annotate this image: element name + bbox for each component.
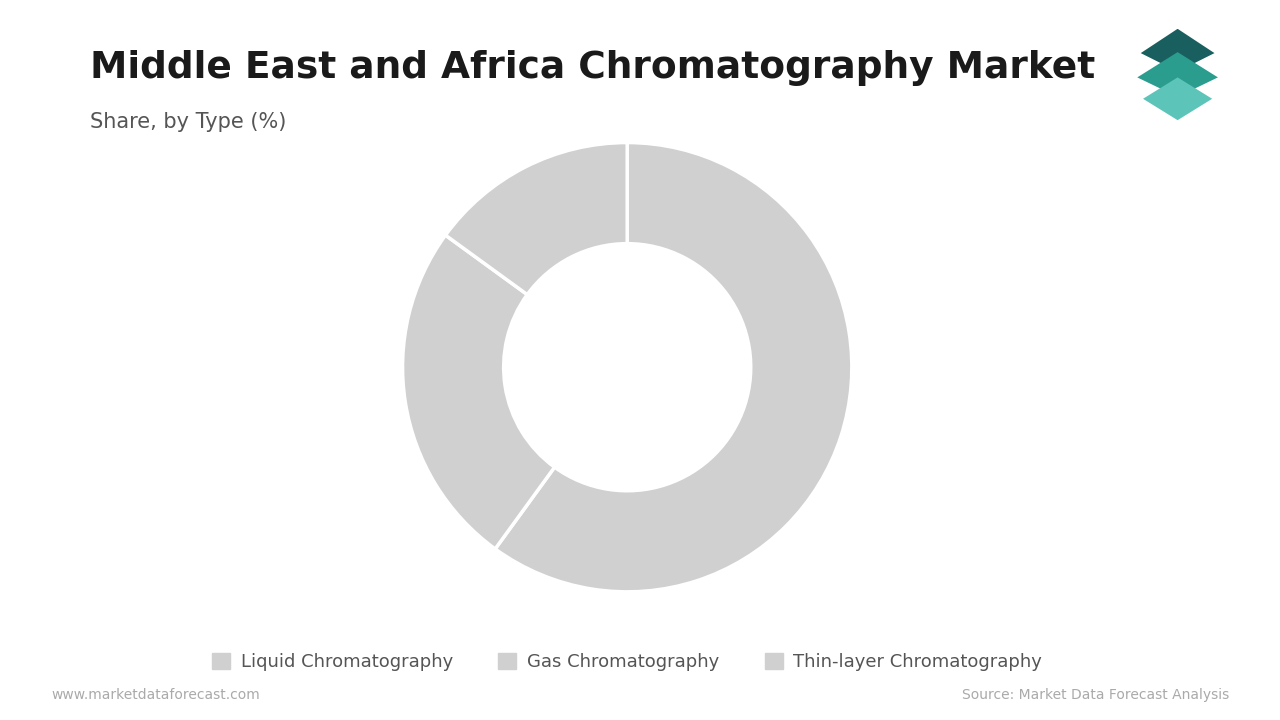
Text: Share, by Type (%): Share, by Type (%) [90, 112, 285, 132]
Polygon shape [1138, 52, 1219, 97]
Wedge shape [445, 143, 627, 294]
Text: www.marketdataforecast.com: www.marketdataforecast.com [51, 688, 260, 702]
Wedge shape [403, 235, 554, 549]
Legend: Liquid Chromatography, Gas Chromatography, Thin-layer Chromatography: Liquid Chromatography, Gas Chromatograph… [205, 646, 1050, 678]
Polygon shape [1140, 29, 1215, 71]
Polygon shape [1143, 78, 1212, 120]
Text: Source: Market Data Forecast Analysis: Source: Market Data Forecast Analysis [961, 688, 1229, 702]
Wedge shape [495, 143, 851, 592]
Text: Middle East and Africa Chromatography Market: Middle East and Africa Chromatography Ma… [90, 50, 1094, 86]
